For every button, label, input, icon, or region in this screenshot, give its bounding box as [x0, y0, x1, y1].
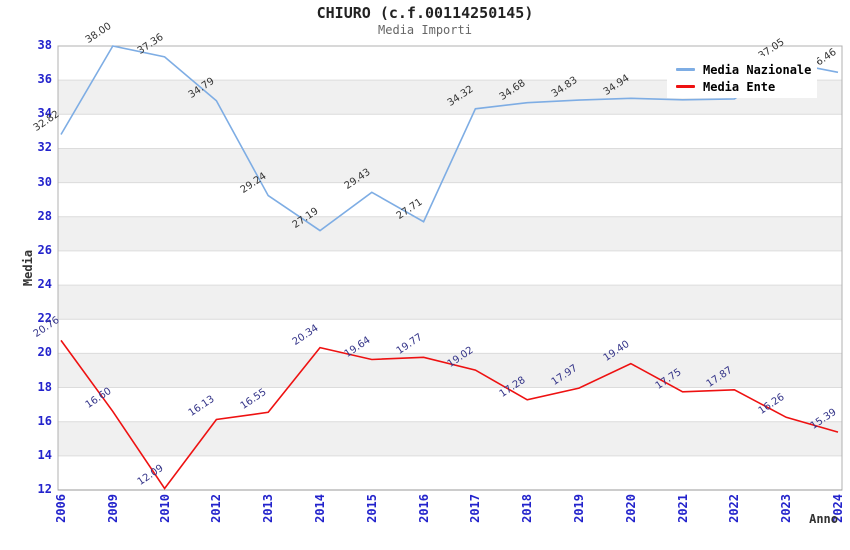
x-tick-label: 2013 — [261, 494, 276, 523]
x-tick-label: 2010 — [157, 494, 172, 523]
grid-band — [58, 285, 842, 320]
x-tick-label: 2006 — [54, 494, 68, 523]
y-tick-label: 14 — [37, 447, 52, 462]
legend-label: Media Nazionale — [703, 62, 812, 77]
y-tick-label: 22 — [37, 311, 52, 326]
grid-band — [58, 353, 842, 388]
x-tick-label: 2015 — [364, 494, 379, 523]
legend-item: Media Ente — [676, 78, 817, 95]
x-tick-label: 2019 — [572, 494, 586, 523]
x-tick-label: 2012 — [209, 494, 224, 523]
x-tick-label: 2017 — [468, 494, 483, 523]
y-tick-label: 18 — [37, 379, 52, 394]
y-axis-title: Media — [21, 249, 35, 287]
legend-swatch-icon — [676, 68, 695, 71]
x-tick-label: 2016 — [416, 494, 431, 523]
y-tick-label: 30 — [37, 174, 52, 189]
x-tick-label: 2020 — [623, 494, 638, 523]
x-axis-title: Anno — [809, 512, 838, 526]
y-tick-label: 38 — [37, 38, 52, 52]
chart-subtitle: Media Importi — [378, 23, 472, 37]
y-tick-label: 34 — [37, 106, 52, 121]
y-tick-label: 36 — [37, 72, 52, 87]
y-tick-label: 12 — [37, 482, 52, 496]
legend-item: Media Nazionale — [676, 61, 817, 78]
series-line-media-ente — [60, 339, 839, 490]
series-line-media-nazionale — [60, 45, 839, 232]
grid-band — [58, 421, 842, 456]
x-tick-label: 2014 — [313, 494, 327, 523]
x-tick-label: 2018 — [520, 494, 535, 523]
y-tick-label: 26 — [37, 242, 52, 257]
x-tick-label: 2021 — [675, 494, 690, 523]
x-tick-label: 2009 — [105, 494, 120, 523]
y-tick-label: 16 — [37, 413, 52, 428]
y-tick-label: 32 — [37, 140, 52, 155]
x-tick-label: 2023 — [779, 494, 794, 523]
legend-label: Media Ente — [703, 79, 776, 94]
y-tick-label: 24 — [37, 277, 52, 292]
grid-band — [58, 216, 842, 251]
y-tick-label: 28 — [37, 208, 52, 223]
x-tick-label: 2022 — [727, 494, 742, 523]
chart-title: CHIURO (c.f.00114250145) — [316, 4, 534, 22]
legend-swatch-icon — [676, 85, 695, 88]
legend-box: Media Nazionale Media Ente — [667, 56, 817, 98]
y-tick-label: 20 — [37, 345, 52, 360]
